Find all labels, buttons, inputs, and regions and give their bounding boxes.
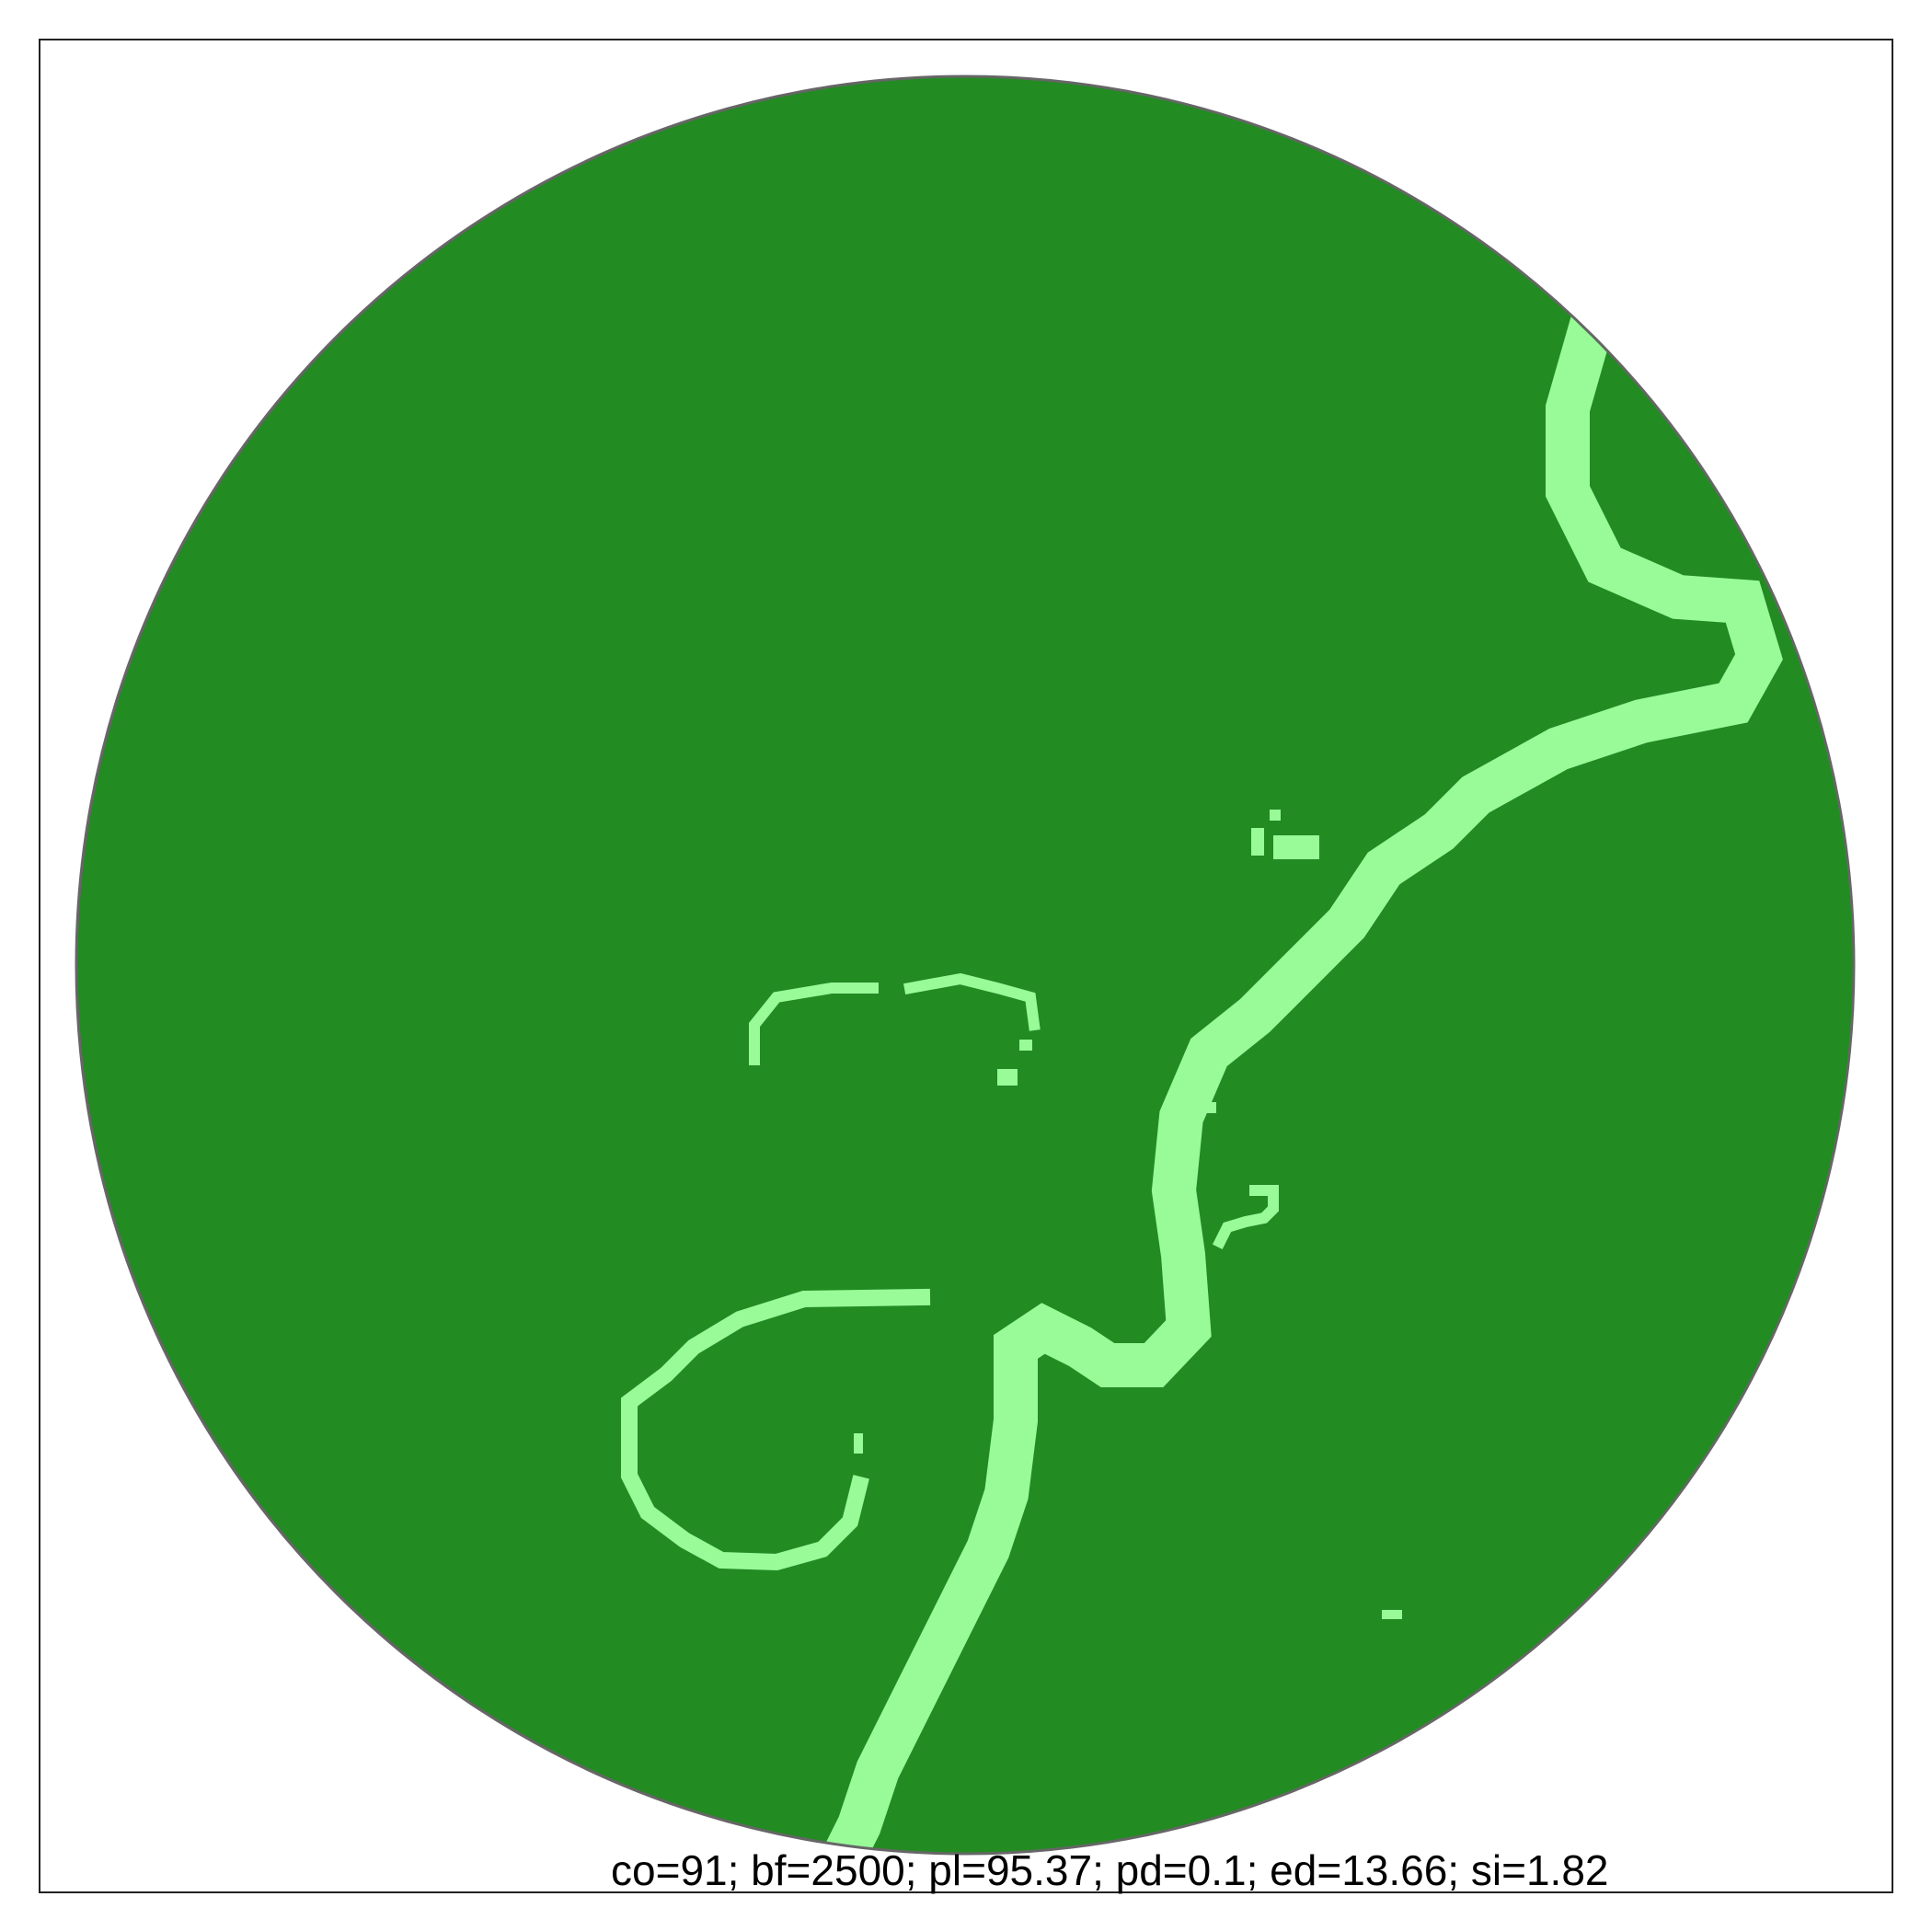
river-arc-fragment bbox=[749, 983, 879, 1065]
river-fragment bbox=[997, 1069, 1018, 1086]
river-fragment bbox=[1382, 1610, 1402, 1619]
river-fragment bbox=[1192, 1102, 1216, 1113]
river-arc-fragment bbox=[903, 972, 1041, 1031]
landscape-metrics-caption: co=91; bf=2500; pl=95.37; pd=0.1; ed=13.… bbox=[611, 1846, 1609, 1894]
river-main-channel bbox=[801, 316, 1783, 1854]
map-frame bbox=[39, 39, 1893, 1893]
river-oxbow-loop bbox=[621, 1288, 931, 1571]
study-area-boundary bbox=[75, 75, 1856, 1856]
river-fragment bbox=[217, 447, 230, 464]
pond-patch bbox=[1273, 835, 1319, 859]
river-fragment bbox=[1019, 1040, 1032, 1051]
river-hook-fragment bbox=[1212, 1185, 1279, 1250]
study-area-fill bbox=[76, 76, 1854, 1854]
pond-patch bbox=[1251, 828, 1264, 856]
river-fragment bbox=[854, 1433, 863, 1454]
landscape-map bbox=[75, 75, 1856, 1856]
pond-patch bbox=[1270, 810, 1281, 821]
